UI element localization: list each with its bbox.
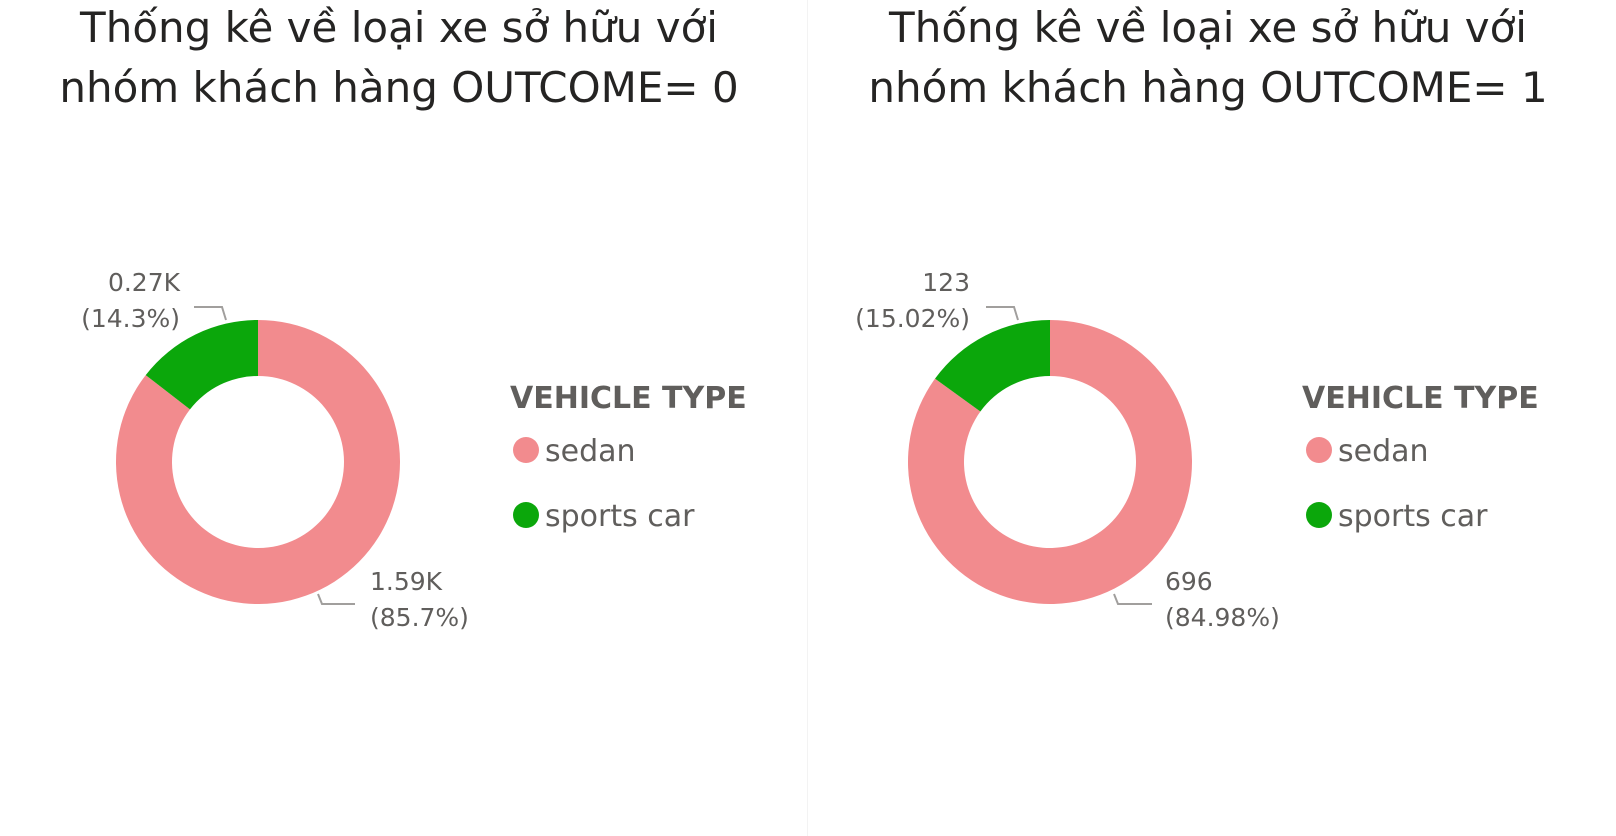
leader-line-sports-car: [194, 306, 227, 321]
data-label-value-sports-car: 0.27K: [108, 268, 181, 297]
leader-line-sedan: [1113, 593, 1152, 605]
donut-chart-svg: VEHICLE TYPE 1.59K (85.7%) 0.27K (14.3%) sed…: [81, 268, 747, 632]
chart-panel-outcome-1: Thống kê về loại xe sở hữu với nhóm khác…: [808, 0, 1616, 836]
chart-title-line-2: nhóm khách hàng OUTCOME= 0: [59, 63, 739, 112]
leader-line-sedan: [317, 593, 355, 605]
panel-divider: [807, 0, 808, 836]
legend-item-sports-car[interactable]: sports car: [1338, 499, 1488, 534]
legend-marker-sports-car[interactable]: [513, 502, 539, 528]
data-label-value-sports-car: 123: [922, 268, 970, 297]
data-label-value-sedan: 696: [1165, 567, 1213, 596]
chart-title: Thống kê về loại xe sở hữu với nhóm khác…: [804, 0, 1612, 118]
chart-panel-outcome-0: Thống kê về loại xe sở hữu với nhóm khác…: [0, 0, 803, 632]
donut-chart-svg: VEHICLE TYPE 696 (84.98%) 123 (15.02%) sedan…: [855, 268, 1539, 632]
data-label-percent-sports-car: (14.3%): [81, 304, 180, 333]
donut-slice-sports-car[interactable]: [935, 320, 1050, 412]
legend-item-sedan[interactable]: sedan: [1338, 434, 1429, 469]
legend-title: VEHICLE TYPE: [510, 381, 747, 416]
chart-title-line-1: Thống kê về loại xe sở hữu với: [80, 3, 718, 52]
donut-slice-sedan[interactable]: [908, 320, 1192, 604]
legend-marker-sedan[interactable]: [513, 437, 539, 463]
donut-slice-sports-car[interactable]: [145, 320, 258, 410]
donut-slice-sedan[interactable]: [116, 320, 401, 605]
chart-title: Thống kê về loại xe sở hữu với nhóm khác…: [0, 0, 803, 118]
legend-item-sedan[interactable]: sedan: [545, 434, 636, 469]
legend-marker-sedan[interactable]: [1306, 437, 1332, 463]
data-label-percent-sedan: (85.7%): [370, 603, 469, 632]
chart-title-line-2: nhóm khách hàng OUTCOME= 1: [868, 63, 1548, 112]
chart-title-line-1: Thống kê về loại xe sở hữu với: [889, 3, 1527, 52]
legend-title: VEHICLE TYPE: [1302, 381, 1539, 416]
data-label-value-sedan: 1.59K: [370, 567, 443, 596]
legend-item-sports-car[interactable]: sports car: [545, 499, 695, 534]
data-label-percent-sedan: (84.98%): [1165, 603, 1280, 632]
data-label-percent-sports-car: (15.02%): [855, 304, 970, 333]
leader-line-sports-car: [986, 306, 1019, 321]
legend-marker-sports-car[interactable]: [1306, 502, 1332, 528]
